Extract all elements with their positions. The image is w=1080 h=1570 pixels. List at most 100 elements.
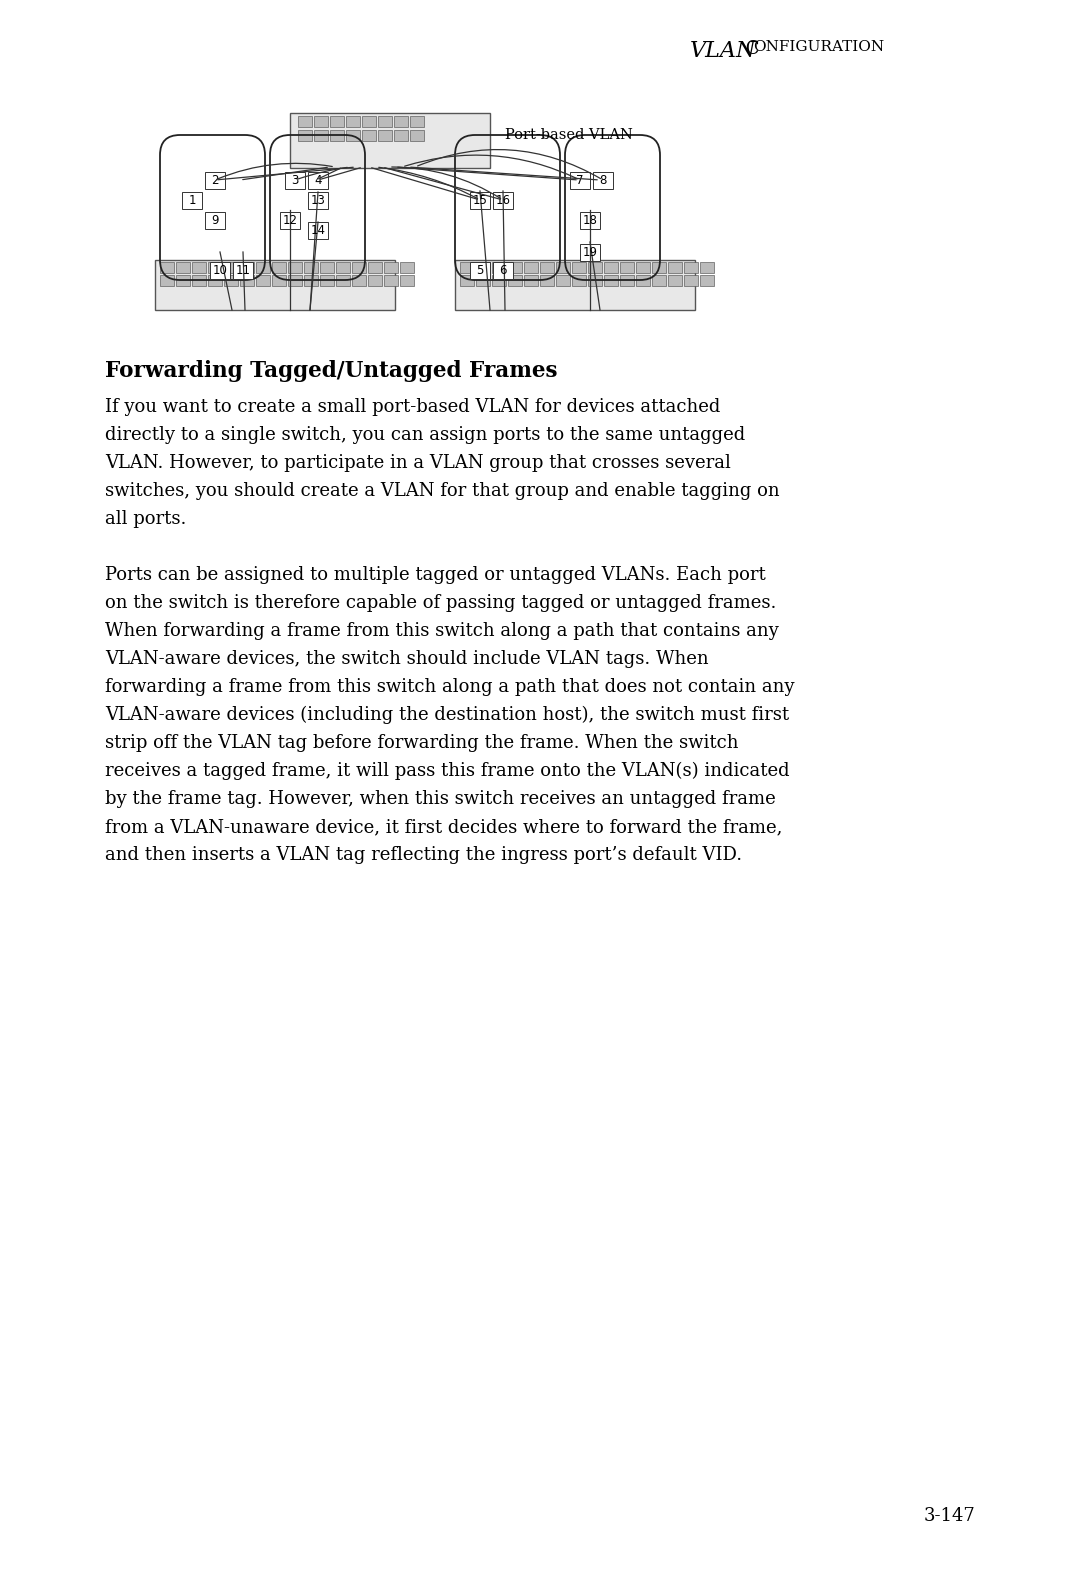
Text: 4: 4 <box>314 174 322 187</box>
FancyBboxPatch shape <box>400 262 414 273</box>
Text: 3: 3 <box>292 174 299 187</box>
Text: receives a tagged frame, it will pass this frame onto the VLAN(s) indicated: receives a tagged frame, it will pass th… <box>105 761 789 780</box>
FancyBboxPatch shape <box>285 173 305 188</box>
Text: 19: 19 <box>582 245 597 259</box>
FancyBboxPatch shape <box>620 275 634 286</box>
FancyBboxPatch shape <box>604 262 618 273</box>
Text: VLAN: VLAN <box>690 39 756 61</box>
FancyBboxPatch shape <box>176 262 190 273</box>
FancyBboxPatch shape <box>588 275 602 286</box>
FancyBboxPatch shape <box>394 116 408 127</box>
Text: 11: 11 <box>235 264 251 276</box>
FancyBboxPatch shape <box>524 275 538 286</box>
FancyBboxPatch shape <box>288 262 302 273</box>
Text: forwarding a frame from this switch along a path that does not contain any: forwarding a frame from this switch alon… <box>105 678 795 696</box>
Text: directly to a single switch, you can assign ports to the same untagged: directly to a single switch, you can ass… <box>105 425 745 444</box>
FancyBboxPatch shape <box>224 275 238 286</box>
FancyBboxPatch shape <box>208 262 222 273</box>
FancyBboxPatch shape <box>684 262 698 273</box>
Text: 1: 1 <box>188 193 195 207</box>
Text: switches, you should create a VLAN for that group and enable tagging on: switches, you should create a VLAN for t… <box>105 482 780 499</box>
FancyBboxPatch shape <box>540 275 554 286</box>
FancyBboxPatch shape <box>492 262 507 273</box>
FancyBboxPatch shape <box>156 261 395 309</box>
FancyBboxPatch shape <box>470 192 490 209</box>
FancyBboxPatch shape <box>580 243 600 261</box>
FancyBboxPatch shape <box>233 262 253 279</box>
FancyBboxPatch shape <box>362 116 376 127</box>
FancyBboxPatch shape <box>352 262 366 273</box>
FancyBboxPatch shape <box>308 192 328 209</box>
FancyBboxPatch shape <box>298 129 312 140</box>
FancyBboxPatch shape <box>410 129 424 140</box>
FancyBboxPatch shape <box>298 116 312 127</box>
Text: 13: 13 <box>311 193 325 207</box>
FancyBboxPatch shape <box>378 116 392 127</box>
FancyBboxPatch shape <box>636 275 650 286</box>
FancyBboxPatch shape <box>272 275 286 286</box>
FancyBboxPatch shape <box>684 275 698 286</box>
FancyBboxPatch shape <box>384 275 399 286</box>
FancyBboxPatch shape <box>192 262 206 273</box>
FancyBboxPatch shape <box>240 262 254 273</box>
FancyBboxPatch shape <box>320 262 334 273</box>
FancyBboxPatch shape <box>352 275 366 286</box>
FancyBboxPatch shape <box>336 262 350 273</box>
Text: When forwarding a frame from this switch along a path that contains any: When forwarding a frame from this switch… <box>105 622 779 641</box>
Text: 10: 10 <box>213 264 228 276</box>
Text: If you want to create a small port-based VLAN for devices attached: If you want to create a small port-based… <box>105 399 720 416</box>
FancyBboxPatch shape <box>669 275 681 286</box>
FancyBboxPatch shape <box>256 262 270 273</box>
FancyBboxPatch shape <box>476 275 490 286</box>
FancyBboxPatch shape <box>362 129 376 140</box>
FancyBboxPatch shape <box>700 275 714 286</box>
Text: C: C <box>740 39 759 58</box>
FancyBboxPatch shape <box>524 262 538 273</box>
Text: VLAN-aware devices, the switch should include VLAN tags. When: VLAN-aware devices, the switch should in… <box>105 650 708 667</box>
FancyBboxPatch shape <box>330 116 345 127</box>
Text: 3-147: 3-147 <box>923 1507 975 1524</box>
FancyBboxPatch shape <box>460 262 474 273</box>
FancyBboxPatch shape <box>588 262 602 273</box>
Text: strip off the VLAN tag before forwarding the frame. When the switch: strip off the VLAN tag before forwarding… <box>105 735 739 752</box>
FancyBboxPatch shape <box>455 261 696 309</box>
Text: 15: 15 <box>473 193 487 207</box>
FancyBboxPatch shape <box>636 262 650 273</box>
FancyBboxPatch shape <box>384 262 399 273</box>
FancyBboxPatch shape <box>492 192 513 209</box>
FancyBboxPatch shape <box>604 275 618 286</box>
Text: by the frame tag. However, when this switch receives an untagged frame: by the frame tag. However, when this swi… <box>105 790 775 809</box>
FancyBboxPatch shape <box>368 262 382 273</box>
Text: Port-based VLAN: Port-based VLAN <box>505 129 633 141</box>
FancyBboxPatch shape <box>556 262 570 273</box>
FancyBboxPatch shape <box>280 212 300 229</box>
FancyBboxPatch shape <box>346 116 360 127</box>
FancyBboxPatch shape <box>314 116 328 127</box>
Text: Ports can be assigned to multiple tagged or untagged VLANs. Each port: Ports can be assigned to multiple tagged… <box>105 567 766 584</box>
FancyBboxPatch shape <box>572 275 586 286</box>
FancyBboxPatch shape <box>620 262 634 273</box>
FancyBboxPatch shape <box>394 129 408 140</box>
Text: Forwarding Tagged/Untagged Frames: Forwarding Tagged/Untagged Frames <box>105 360 557 382</box>
Text: 8: 8 <box>599 174 607 187</box>
FancyBboxPatch shape <box>346 129 360 140</box>
FancyBboxPatch shape <box>176 275 190 286</box>
FancyBboxPatch shape <box>183 192 202 209</box>
FancyBboxPatch shape <box>400 275 414 286</box>
FancyBboxPatch shape <box>470 262 490 279</box>
Text: 14: 14 <box>311 223 325 237</box>
FancyBboxPatch shape <box>314 129 328 140</box>
Text: 7: 7 <box>577 174 584 187</box>
FancyBboxPatch shape <box>580 212 600 229</box>
FancyBboxPatch shape <box>570 173 590 188</box>
FancyBboxPatch shape <box>476 262 490 273</box>
FancyBboxPatch shape <box>256 275 270 286</box>
FancyBboxPatch shape <box>492 262 513 279</box>
FancyBboxPatch shape <box>652 262 666 273</box>
Text: all ports.: all ports. <box>105 510 187 528</box>
FancyBboxPatch shape <box>492 275 507 286</box>
FancyBboxPatch shape <box>669 262 681 273</box>
FancyBboxPatch shape <box>410 116 424 127</box>
Text: 12: 12 <box>283 214 297 226</box>
Text: 18: 18 <box>582 214 597 226</box>
